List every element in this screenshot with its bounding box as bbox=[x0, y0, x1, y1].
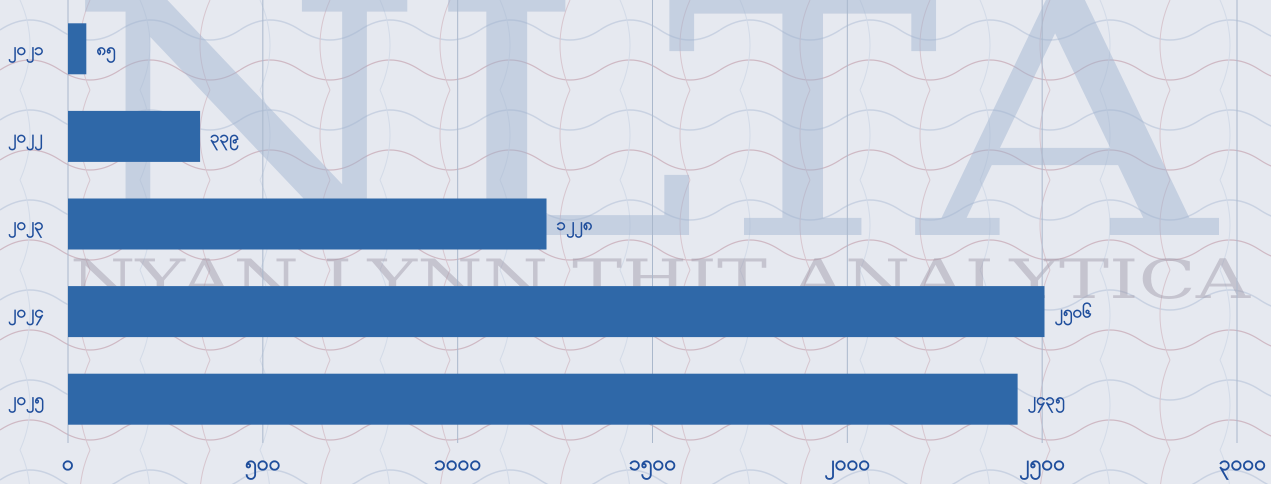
bar-0 bbox=[68, 23, 87, 75]
bar-4 bbox=[68, 373, 1018, 425]
x-tick-label-2: ၁၀၀၀ bbox=[434, 451, 481, 475]
watermark-logo-text: NLTA bbox=[65, 0, 1220, 313]
bars bbox=[68, 23, 1045, 425]
category-label-3: ၂၀၂၄ bbox=[8, 303, 44, 327]
category-label-4: ၂၀၂၅ bbox=[8, 390, 44, 414]
bar-1 bbox=[68, 110, 201, 162]
x-tick-label-0: ၀ bbox=[62, 451, 74, 475]
category-label-1: ၂၀၂၂ bbox=[8, 127, 43, 151]
data-label-3: ၂၅၀၆ bbox=[1055, 301, 1092, 327]
data-label-0: ၈၅ bbox=[96, 40, 116, 64]
bar-3 bbox=[68, 286, 1045, 338]
gridlines bbox=[67, 0, 1238, 443]
category-label-0: ၂၀၂၁ bbox=[8, 40, 44, 64]
watermark: NLTA NYAN LYNN THIT ANALYTICA bbox=[65, 0, 1251, 313]
data-label-4: ၂၄၃၅ bbox=[1028, 390, 1065, 414]
data-label-1: ၃၃၉ bbox=[210, 127, 239, 151]
bar-2 bbox=[68, 198, 547, 250]
